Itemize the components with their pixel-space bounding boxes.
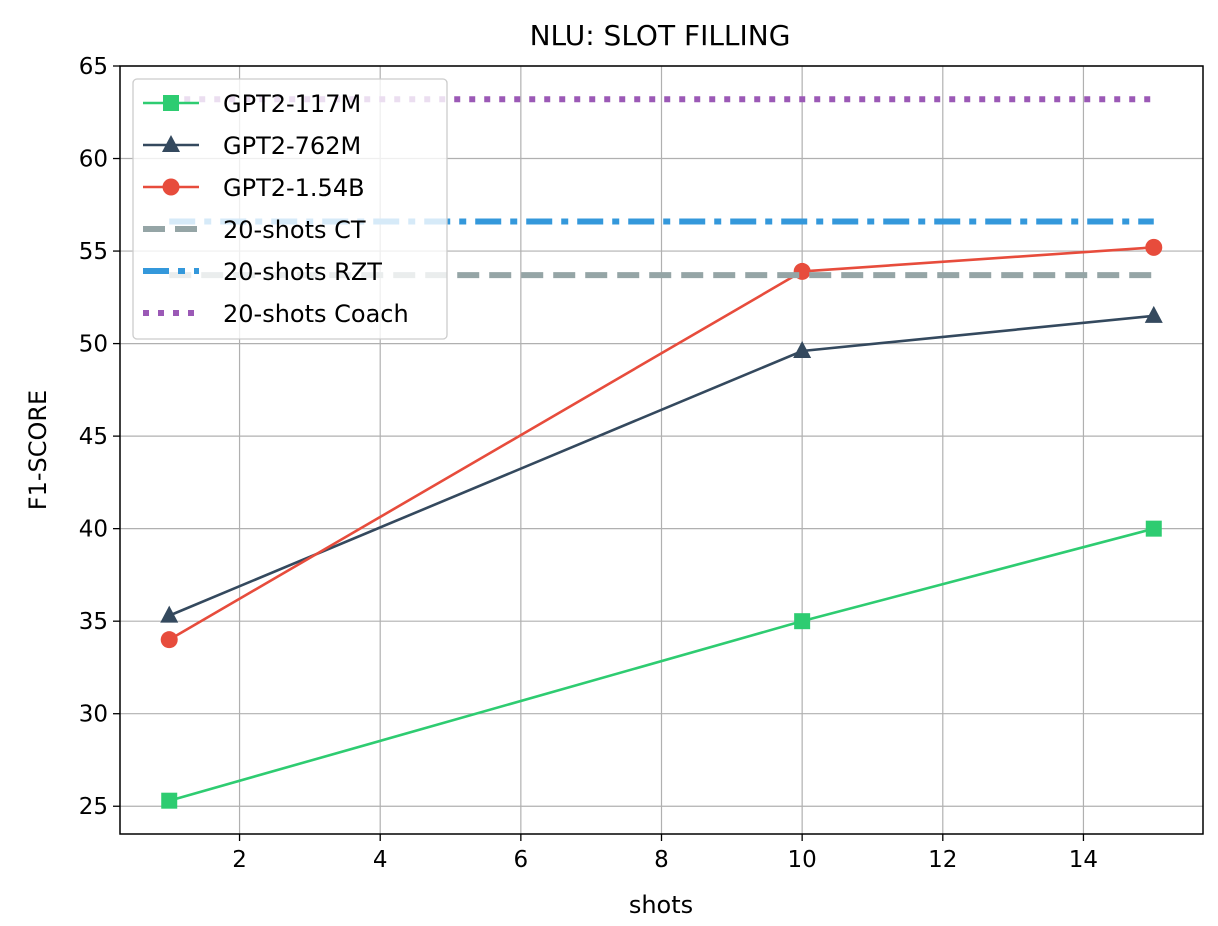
y-tick-label: 60 <box>79 147 108 173</box>
x-tick-label: 4 <box>373 847 388 873</box>
legend-label: GPT2-1.54B <box>223 174 365 202</box>
data-point <box>160 605 179 623</box>
legend-label: 20-shots RZT <box>223 258 382 286</box>
y-tick-label: 40 <box>79 517 108 543</box>
y-tick-label: 55 <box>79 239 108 265</box>
data-point <box>1145 520 1162 537</box>
data-point <box>1144 305 1163 323</box>
data-point <box>160 631 178 649</box>
legend-marker <box>162 178 180 196</box>
legend-box <box>132 78 448 340</box>
x-tick-label: 14 <box>1069 847 1098 873</box>
y-tick-label: 50 <box>79 332 108 358</box>
x-tick-label: 2 <box>232 847 247 873</box>
series-gpt2-1-54b <box>160 238 1163 649</box>
series-gpt2-762m <box>160 305 1163 623</box>
legend-marker <box>163 95 179 111</box>
series-gpt2-117m <box>161 520 1162 809</box>
legend: GPT2-117M GPT2-762M GPT2-1.54B 20-shots CT 2… <box>132 78 448 340</box>
legend-entry: 20-shots RZT <box>143 258 382 286</box>
y-tick-label: 25 <box>79 794 108 820</box>
legend-entry: 20-shots CT <box>143 216 366 244</box>
legend-entry: GPT2-117M <box>143 90 361 118</box>
x-tick-label: 6 <box>514 847 529 873</box>
legend-entry: GPT2-1.54B <box>143 174 365 202</box>
data-point <box>1145 238 1163 256</box>
legend-label: 20-shots Coach <box>223 300 409 328</box>
legend-label: GPT2-762M <box>223 132 361 160</box>
grid <box>120 65 1203 834</box>
y-tick-label: 45 <box>79 424 108 450</box>
x-tick-label: 8 <box>654 847 669 873</box>
x-tick-label: 10 <box>788 847 817 873</box>
legend-label: GPT2-117M <box>223 90 361 118</box>
ticks: 2 4 6 8 10 12 14 25 30 35 40 45 50 55 60 65 <box>79 54 1098 873</box>
data-point <box>161 792 178 809</box>
x-tick-label: 12 <box>928 847 957 873</box>
legend-entry: GPT2-762M <box>143 132 361 160</box>
y-tick-label: 30 <box>79 702 108 728</box>
y-axis-title: F1-SCORE <box>24 390 52 510</box>
legend-label: 20-shots CT <box>223 216 366 244</box>
chart-title: NLU: SLOT FILLING <box>530 19 791 52</box>
data-point <box>793 340 812 358</box>
y-tick-label: 35 <box>79 609 108 635</box>
x-axis-title: shots <box>629 891 693 919</box>
y-tick-label: 65 <box>79 54 108 80</box>
legend-marker <box>162 135 180 152</box>
data-point <box>794 613 811 630</box>
legend-entry: 20-shots Coach <box>143 300 409 328</box>
